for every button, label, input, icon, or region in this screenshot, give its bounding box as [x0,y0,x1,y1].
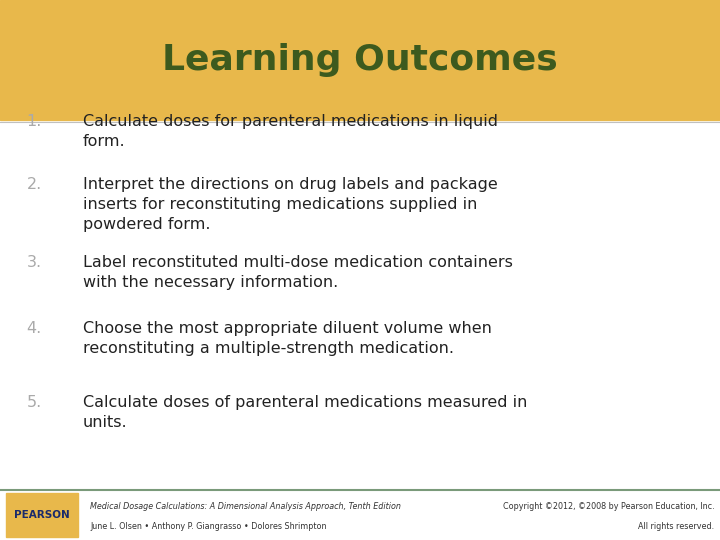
Text: Choose the most appropriate diluent volume when
reconstituting a multiple-streng: Choose the most appropriate diluent volu… [83,321,492,356]
Bar [6,493,78,537]
Text: 4.: 4. [27,321,42,336]
Text: 5.: 5. [27,395,42,410]
Text: 1.: 1. [27,114,42,130]
Bar [0,0,720,120]
Text: June L. Olsen • Anthony P. Giangrasso • Dolores Shrimpton: June L. Olsen • Anthony P. Giangrasso • … [90,522,326,531]
Text: Medical Dosage Calculations: A Dimensional Analysis Approach, Tenth Edition: Medical Dosage Calculations: A Dimension… [90,502,401,511]
Text: Learning Outcomes: Learning Outcomes [162,43,558,77]
Text: All rights reserved.: All rights reserved. [638,522,714,531]
Text: Calculate doses for parenteral medications in liquid
form.: Calculate doses for parenteral medicatio… [83,114,498,149]
Text: Copyright ©2012, ©2008 by Pearson Education, Inc.: Copyright ©2012, ©2008 by Pearson Educat… [503,502,714,511]
Text: Label reconstituted multi-dose medication containers
with the necessary informat: Label reconstituted multi-dose medicatio… [83,255,513,290]
Text: PEARSON: PEARSON [14,510,70,520]
Text: 2.: 2. [27,177,42,192]
Bar [0,490,720,540]
Text: Interpret the directions on drug labels and package
inserts for reconstituting m: Interpret the directions on drug labels … [83,177,498,232]
Text: 3.: 3. [27,255,42,271]
Text: Calculate doses of parenteral medications measured in
units.: Calculate doses of parenteral medication… [83,395,527,430]
